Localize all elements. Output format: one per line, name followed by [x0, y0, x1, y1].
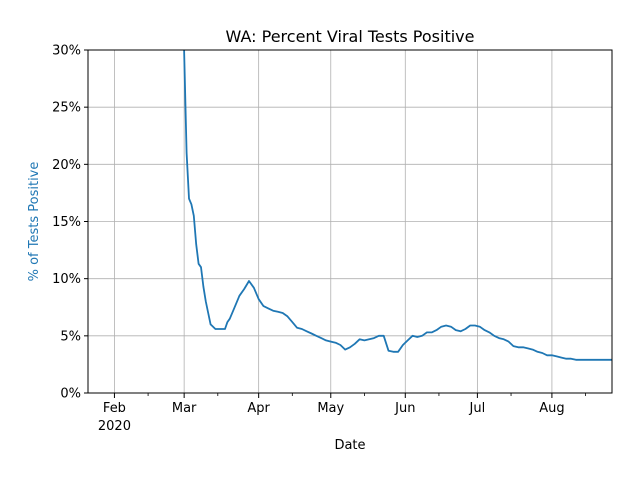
x-tick-label: Feb [103, 401, 126, 416]
plot-area [183, 49, 612, 361]
x-tick-label: May [317, 401, 344, 416]
x-tick-label: Aug [539, 401, 564, 416]
y-tick-label: 25% [52, 101, 81, 116]
x-tick-label: Mar [172, 401, 197, 416]
x-axis: Feb 2020 Mar Apr May Jun Jul Aug [98, 393, 586, 434]
y-tick-label: 30% [52, 44, 81, 59]
y-axis: 0% 5% 10% 15% 20% 25% 30% [52, 44, 88, 402]
x-axis-label: Date [334, 438, 365, 453]
x-tick-label: Jun [394, 401, 415, 416]
y-axis-label: % of Tests Positive [27, 162, 42, 282]
chart-title: WA: Percent Viral Tests Positive [226, 27, 475, 46]
y-tick-label: 0% [60, 387, 81, 402]
series-line [183, 49, 612, 361]
x-tick-sublabel: 2020 [98, 419, 131, 434]
y-tick-label: 5% [60, 329, 81, 344]
x-tick-label: Jul [469, 401, 486, 416]
y-tick-label: 15% [52, 215, 81, 230]
y-tick-label: 10% [52, 272, 81, 287]
grid [88, 49, 612, 394]
y-tick-label: 20% [52, 158, 81, 173]
x-tick-label: Apr [247, 401, 270, 416]
